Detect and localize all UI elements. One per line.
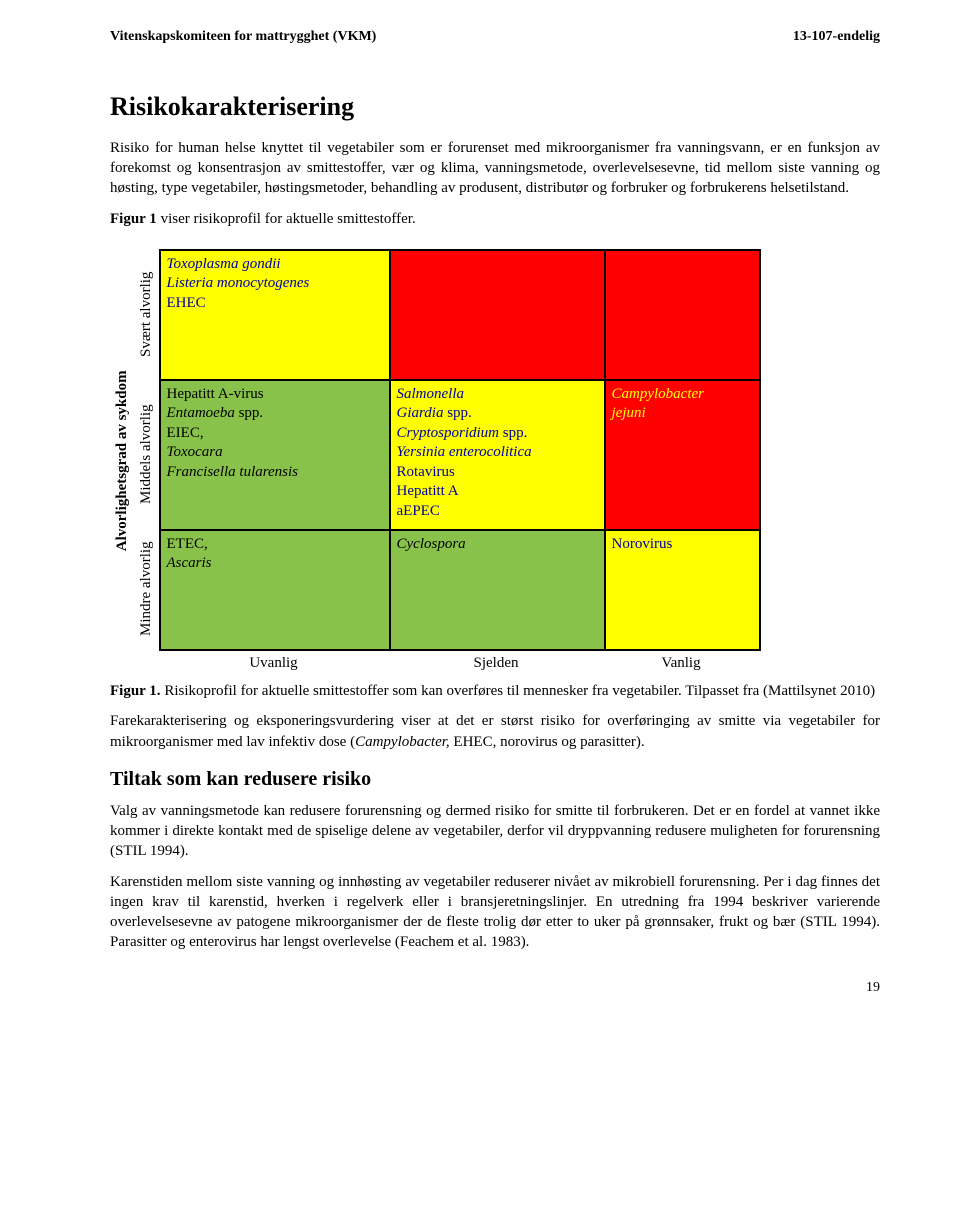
caption-text: Risikoprofil for aktuelle smittestoffer … (161, 683, 876, 699)
risk-cell-1-1: SalmonellaGiardia spp.Cryptosporidium sp… (390, 380, 605, 530)
caption-label: Figur 1. (110, 683, 161, 699)
risk-cell-0-1 (390, 250, 605, 380)
grid-and-xaxis: Toxoplasma gondiiListeria monocytogenesE… (159, 249, 761, 673)
paragraph-4: Karenstiden mellom siste vanning og innh… (110, 872, 880, 953)
risk-cell-2-1: Cyclospora (390, 530, 605, 650)
risk-cell-line: Toxocara (167, 443, 383, 463)
risk-grid: Toxoplasma gondiiListeria monocytogenesE… (159, 249, 761, 651)
risk-cell-1-2: Campylobacterjejuni (605, 380, 760, 530)
risk-cell-line: Salmonella (397, 385, 598, 405)
y-label-1: Middels alvorlig (134, 379, 158, 529)
risk-cell-line: Entamoeba spp. (167, 404, 383, 424)
risk-cell-line: Ascaris (167, 554, 383, 574)
risk-cell-0-2 (605, 250, 760, 380)
risk-cell-line: Toxoplasma gondii (167, 255, 383, 275)
risk-cell-line: Hepatitt A (397, 482, 598, 502)
risk-cell-0-0: Toxoplasma gondiiListeria monocytogenesE… (160, 250, 390, 380)
paragraph-3: Valg av vanningsmetode kan redusere foru… (110, 801, 880, 862)
section-heading: Tiltak som kan redusere risiko (110, 766, 880, 793)
intro-figref: Figur 1 viser risikoprofil for aktuelle … (110, 209, 880, 229)
header-left: Vitenskapskomiteen for mattrygghet (VKM) (110, 28, 376, 47)
header-right: 13-107-endelig (793, 28, 880, 47)
page-number: 19 (110, 979, 880, 998)
risk-cell-line: EHEC (167, 294, 383, 314)
risk-cell-line: aEPEC (397, 502, 598, 522)
paragraph-2: Farekarakterisering og eksponeringsvurde… (110, 711, 880, 752)
risk-cell-line: Yersinia enterocolitica (397, 443, 598, 463)
risk-cell-line: Cryptosporidium spp. (397, 424, 598, 444)
risk-cell-line: Francisella tularensis (167, 463, 383, 483)
risk-cell-line: Cyclospora (397, 535, 598, 555)
risk-cell-2-0: ETEC,Ascaris (160, 530, 390, 650)
x-label-0: Uvanlig (159, 651, 389, 673)
p2-b: Campylobacter, (355, 734, 450, 750)
risk-cell-line: Listeria monocytogenes (167, 274, 383, 294)
p2-c: EHEC, norovirus og parasitter). (450, 734, 645, 750)
x-label-2: Vanlig (604, 651, 759, 673)
figref-label: Figur 1 (110, 211, 157, 227)
risk-cell-line: Giardia spp. (397, 404, 598, 424)
page-title: Risikokarakterisering (110, 89, 880, 124)
risk-cell-line: ETEC, (167, 535, 383, 555)
y-label-0: Svært alvorlig (134, 249, 158, 379)
y-label-2: Mindre alvorlig (134, 529, 158, 649)
y-axis: Alvorlighetsgrad av sykdom Svært alvorli… (110, 249, 159, 673)
risk-cell-1-0: Hepatitt A-virusEntamoeba spp.EIEC,Toxoc… (160, 380, 390, 530)
figref-text: viser risikoprofil for aktuelle smittest… (157, 211, 416, 227)
y-axis-sublabels: Svært alvorlig Middels alvorlig Mindre a… (134, 249, 158, 673)
page-header: Vitenskapskomiteen for mattrygghet (VKM)… (110, 28, 880, 47)
x-label-1: Sjelden (389, 651, 604, 673)
risk-cell-line: Hepatitt A-virus (167, 385, 383, 405)
risk-cell-line: EIEC, (167, 424, 383, 444)
x-axis: Uvanlig Sjelden Vanlig (159, 651, 761, 673)
risk-cell-line: Rotavirus (397, 463, 598, 483)
y-axis-main-label: Alvorlighetsgrad av sykdom (110, 249, 134, 673)
figure-caption: Figur 1. Risikoprofil for aktuelle smitt… (110, 681, 880, 701)
risk-cell-2-2: Norovirus (605, 530, 760, 650)
intro-paragraph: Risiko for human helse knyttet til veget… (110, 138, 880, 199)
risk-cell-line: Campylobacter (612, 385, 753, 405)
risk-cell-line: Norovirus (612, 535, 753, 555)
risk-matrix: Alvorlighetsgrad av sykdom Svært alvorli… (110, 249, 880, 673)
risk-cell-line: jejuni (612, 404, 753, 424)
